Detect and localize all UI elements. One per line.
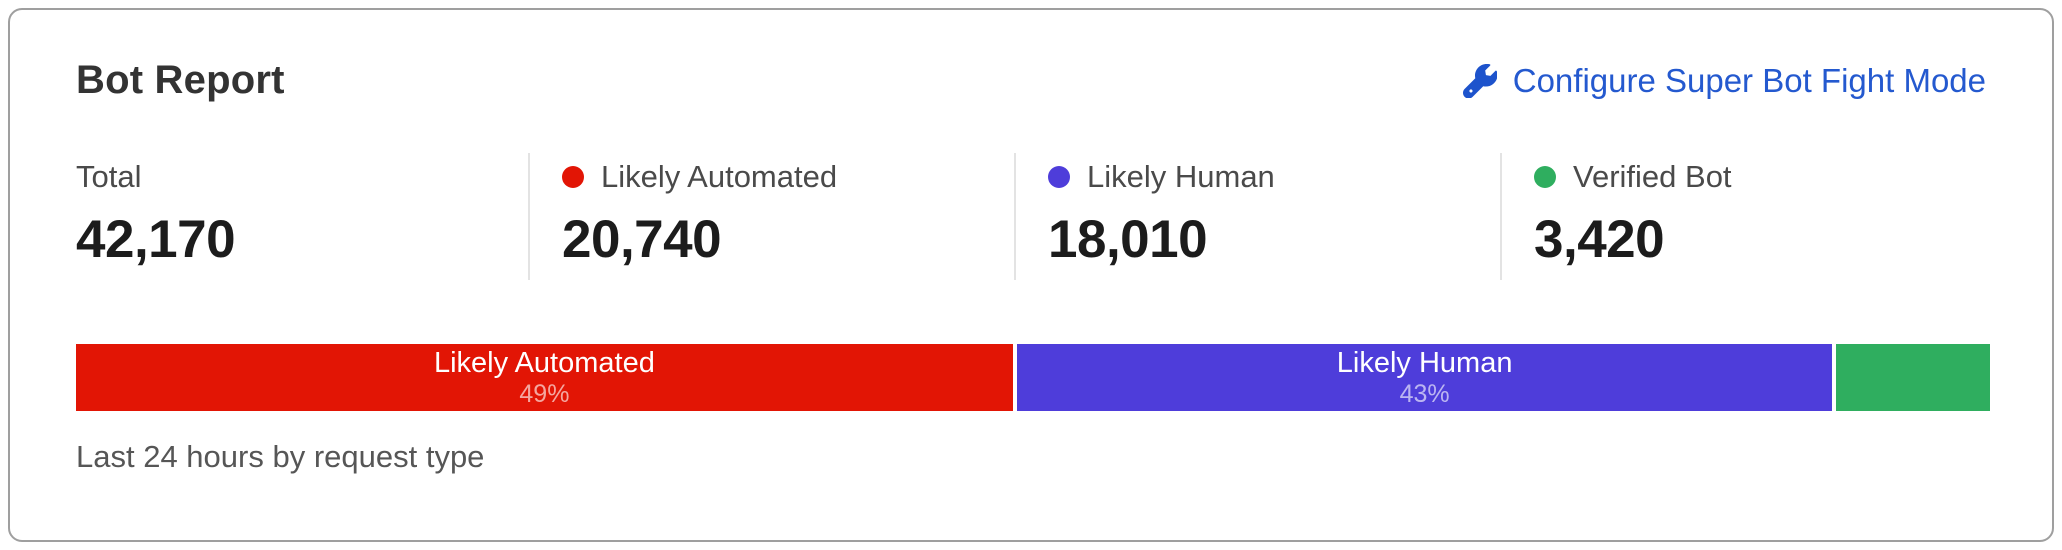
stat-verified-bot-label: Verified Bot — [1573, 159, 1732, 194]
stat-likely-automated: Likely Automated 20,740 — [528, 153, 1014, 280]
configure-super-bot-fight-mode-link[interactable]: Configure Super Bot Fight Mode — [1462, 61, 1986, 100]
stat-likely-human-value: 18,010 — [1048, 210, 1208, 269]
bar-segment-likely-automated: Likely Automated 49% — [76, 344, 1013, 411]
verified-bot-dot-icon — [1534, 166, 1556, 188]
stat-total: Total 42,170 — [76, 153, 528, 280]
page-title: Bot Report — [76, 58, 285, 102]
stat-likely-human-label: Likely Human — [1087, 159, 1275, 194]
bot-report-card: Bot Report Configure Super Bot Fight Mod… — [8, 8, 2054, 542]
bar-segment-verified-bot — [1836, 344, 1991, 411]
bar-segment-likely-human: Likely Human 43% — [1016, 344, 1833, 411]
time-range-caption: Last 24 hours by request type — [76, 439, 485, 474]
stat-likely-automated-value: 20,740 — [562, 210, 722, 269]
stacked-bar: Likely Automated 49% Likely Human 43% — [76, 344, 1991, 411]
stat-likely-automated-label: Likely Automated — [601, 159, 838, 194]
bar-segment-percent: 43% — [1399, 379, 1450, 408]
stat-verified-bot: Verified Bot 3,420 — [1500, 153, 1986, 280]
wrench-icon — [1462, 63, 1497, 98]
bar-segment-label: Likely Automated — [433, 347, 655, 380]
bar-segment-percent: 49% — [519, 379, 570, 408]
configure-link-label: Configure Super Bot Fight Mode — [1512, 61, 1986, 99]
stats-row: Total 42,170 Likely Automated 20,740 Lik… — [76, 153, 1986, 280]
stat-total-label: Total — [76, 159, 142, 194]
stat-verified-bot-value: 3,420 — [1534, 210, 1665, 269]
card-header: Bot Report Configure Super Bot Fight Mod… — [76, 58, 1986, 103]
bar-segment-label: Likely Human — [1336, 347, 1513, 380]
likely-automated-dot-icon — [562, 166, 584, 188]
stat-likely-human: Likely Human 18,010 — [1014, 153, 1500, 280]
likely-human-dot-icon — [1048, 166, 1070, 188]
stat-total-value: 42,170 — [76, 210, 236, 269]
